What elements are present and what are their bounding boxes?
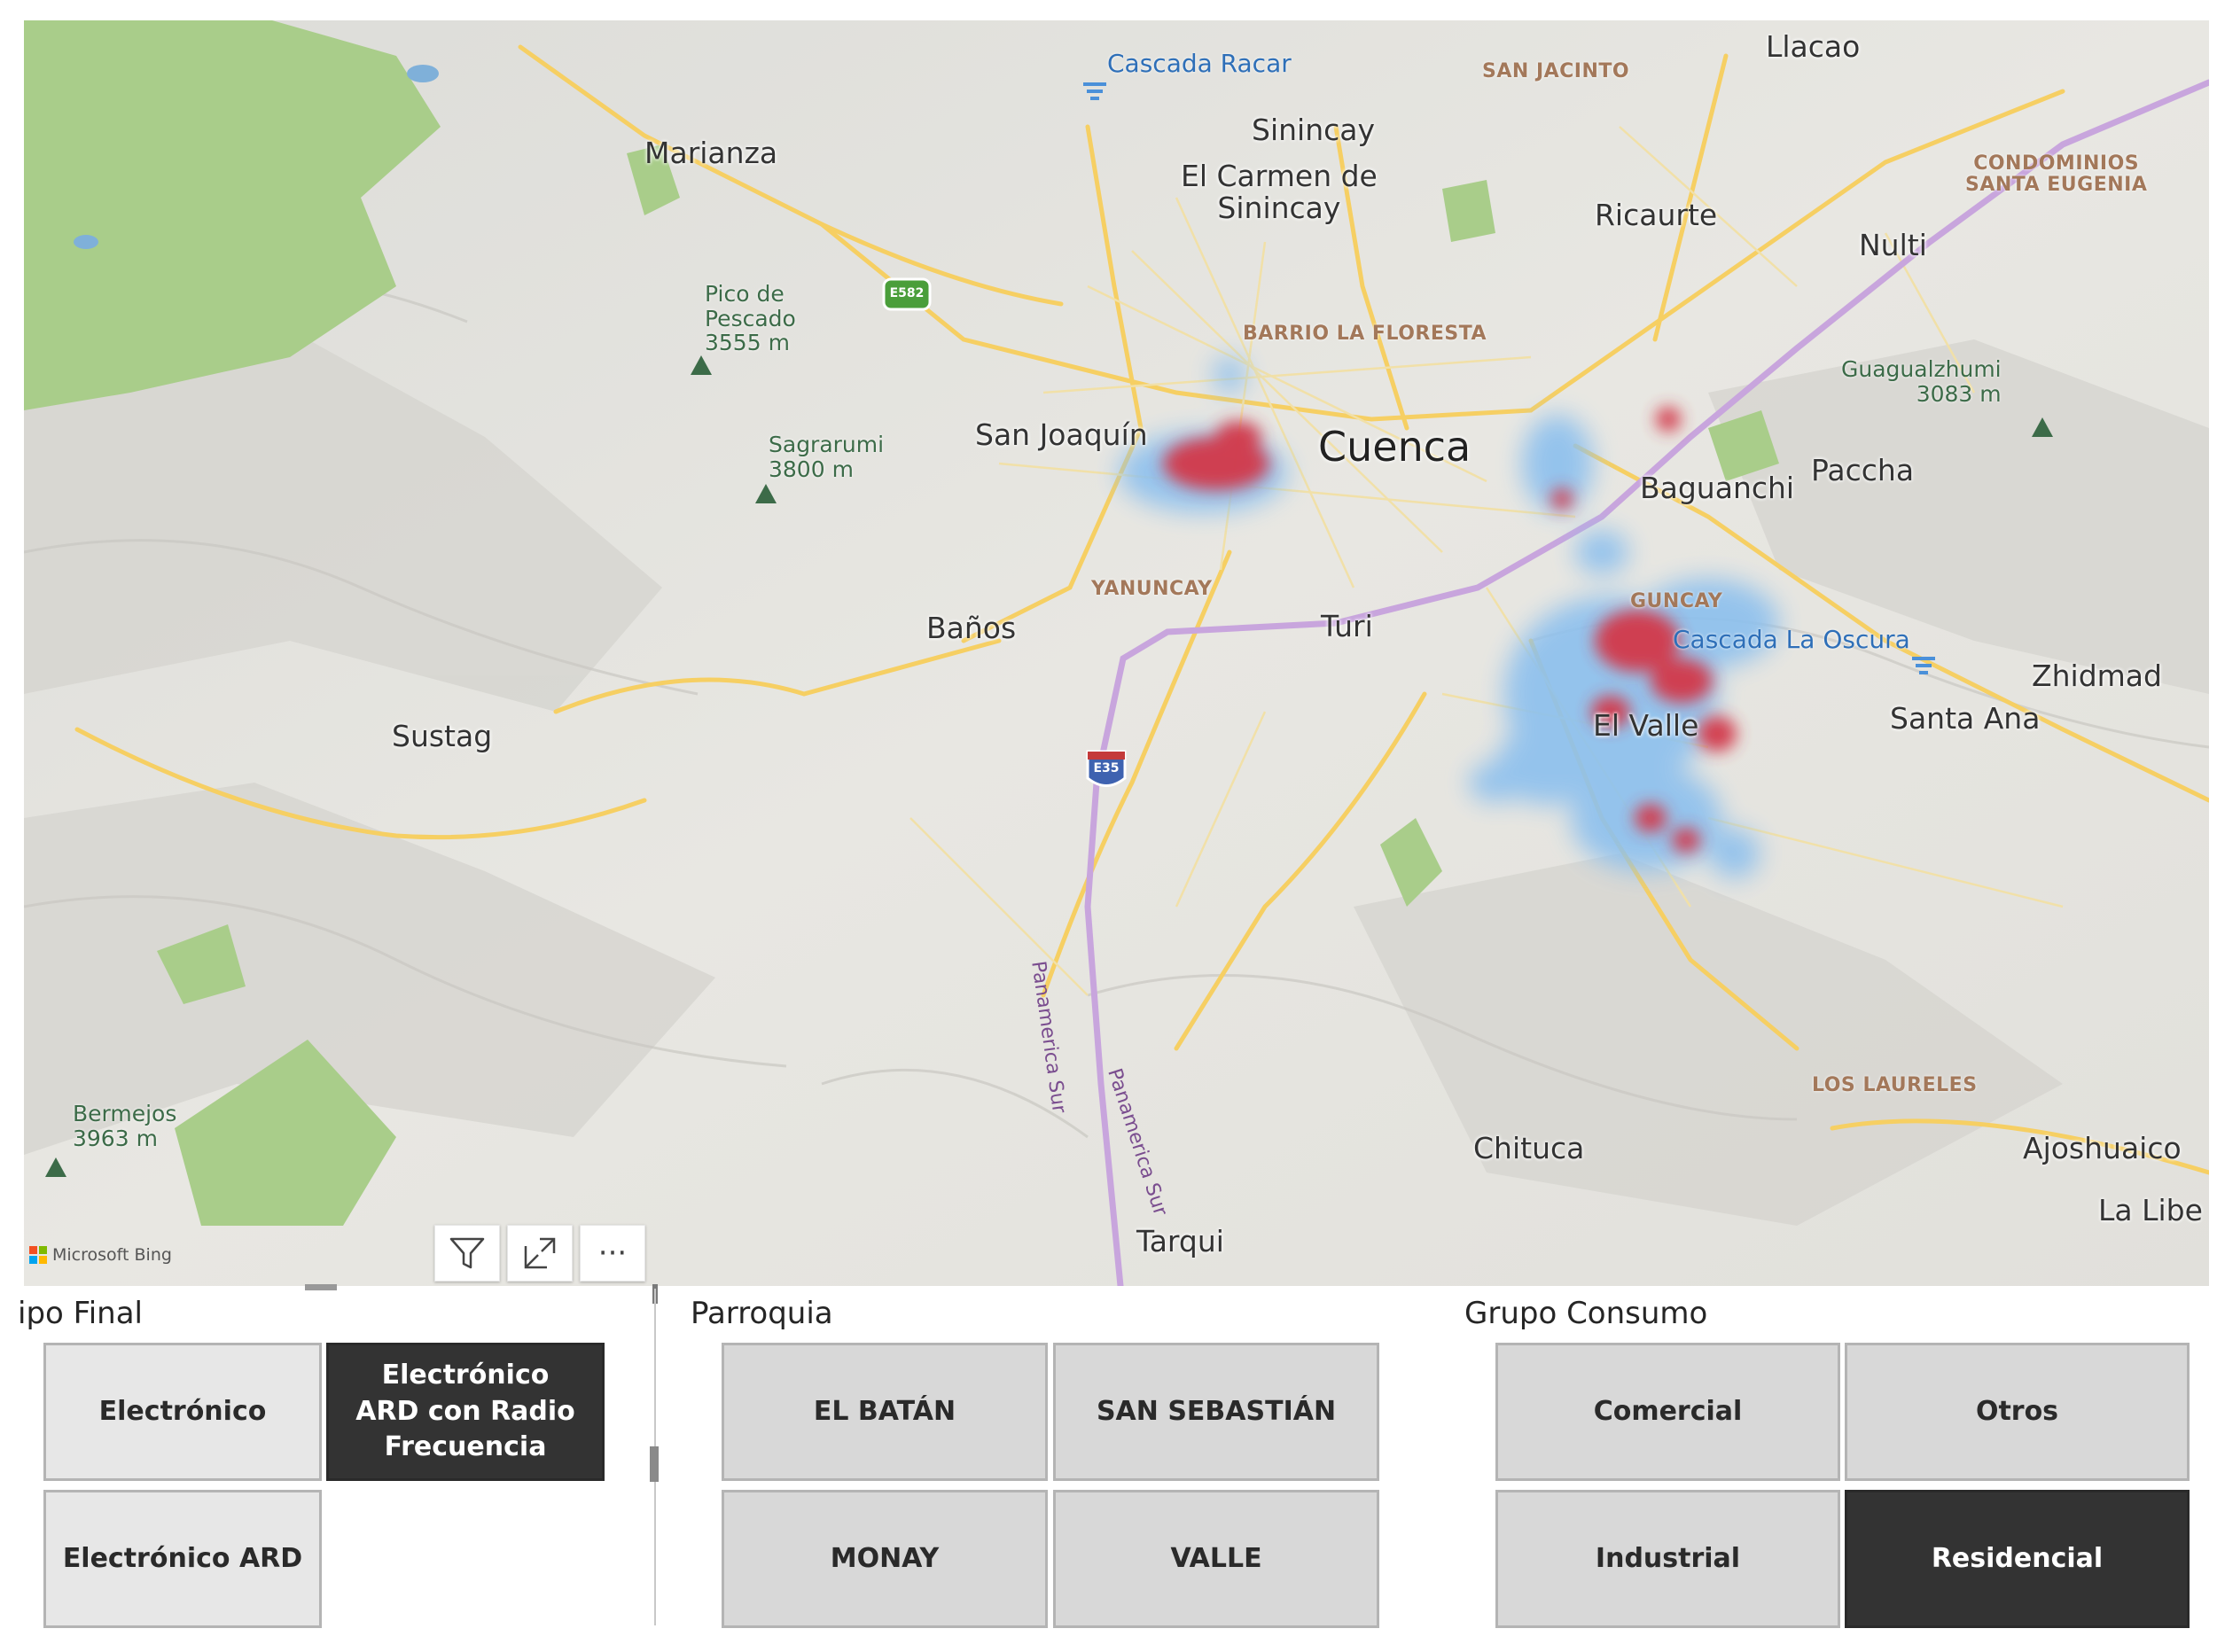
e582-shield-label: E582 bbox=[889, 286, 925, 300]
map-label-guagualzhumi: Guagualzhumi 3083 m bbox=[1841, 356, 2002, 407]
map-label-baguanchi: Baguanchi bbox=[1640, 471, 1795, 505]
parroquia-option-el-batan[interactable]: EL BATÁN bbox=[722, 1343, 1048, 1481]
map-label-barrio-la-floresta: BARRIO LA FLORESTA bbox=[1243, 323, 1487, 345]
map-label-nulti: Nulti bbox=[1859, 228, 1927, 262]
e35-shield-label: E35 bbox=[1093, 761, 1120, 775]
resize-handle-right[interactable] bbox=[650, 1446, 659, 1482]
map-base-layer bbox=[24, 20, 2209, 1286]
map-label-turi: Turi bbox=[1321, 609, 1373, 643]
map-label-sagrarumi: Sagrarumi 3800 m bbox=[769, 432, 885, 482]
map-label-el-carmen-de-sinincay: El Carmen de Sinincay bbox=[1181, 159, 1378, 226]
map-label-san-jacinto: SAN JACINTO bbox=[1482, 60, 1630, 82]
parroquia-option-monay[interactable]: MONAY bbox=[722, 1490, 1048, 1628]
tipo-final-option-electronico-ard-rf[interactable]: Electrónico ARD con Radio Frecuencia bbox=[326, 1343, 605, 1481]
tipo-final-option-electronico-ard[interactable]: Electrónico ARD bbox=[43, 1490, 322, 1628]
resize-handle-top[interactable] bbox=[305, 1284, 337, 1290]
tipo-final-option-electronico[interactable]: Electrónico bbox=[43, 1343, 322, 1481]
map-label-cuenca: Cuenca bbox=[1318, 423, 1471, 471]
slicer-title-tipo-final: ipo Final bbox=[18, 1296, 143, 1331]
grupo-consumo-option-comercial[interactable]: Comercial bbox=[1495, 1343, 1840, 1481]
map-label-zhidmad: Zhidmad bbox=[2032, 658, 2162, 693]
map-label-yanuncay: YANUNCAY bbox=[1091, 578, 1213, 600]
bing-attribution-text: Microsoft Bing bbox=[52, 1245, 172, 1265]
map-label-los-laureles: LOS LAURELES bbox=[1812, 1074, 1978, 1096]
map-label-sustag: Sustag bbox=[392, 719, 493, 753]
map-label-la-libe: La Libe bbox=[2098, 1193, 2203, 1227]
focus-mode-button[interactable] bbox=[507, 1225, 573, 1282]
map-label-santa-ana: Santa Ana bbox=[1890, 701, 2041, 736]
grupo-consumo-option-otros[interactable]: Otros bbox=[1845, 1343, 2190, 1481]
map-label-sinincay: Sinincay bbox=[1252, 113, 1376, 147]
focus-mode-icon bbox=[524, 1237, 556, 1269]
map-label-cascada-racar: Cascada Racar bbox=[1107, 49, 1292, 78]
map-label-marianza: Marianza bbox=[644, 136, 778, 170]
more-options-icon: ··· bbox=[597, 1235, 628, 1271]
map-label-san-joaquin: San Joaquín bbox=[975, 417, 1148, 452]
visual-header: ··· bbox=[434, 1225, 645, 1282]
map-label-pico-de-pescado: Pico de Pescado 3555 m bbox=[705, 281, 796, 355]
parroquia-option-valle[interactable]: VALLE bbox=[1053, 1490, 1379, 1628]
map-label-banos: Baños bbox=[926, 611, 1017, 645]
map-label-condominios-santa-eugenia: CONDOMINIOS SANTA EUGENIA bbox=[1965, 152, 2148, 197]
heatmap-map-visual[interactable]: E582 E35 Cascada Racar SAN JACINTO Llaca… bbox=[24, 20, 2209, 1286]
more-options-button[interactable]: ··· bbox=[580, 1225, 645, 1282]
map-label-tarqui: Tarqui bbox=[1136, 1224, 1224, 1258]
map-label-chituca: Chituca bbox=[1473, 1131, 1585, 1165]
map-label-el-valle: El Valle bbox=[1593, 708, 1699, 743]
map-label-guncay: GUNCAY bbox=[1630, 590, 1723, 612]
grupo-consumo-option-industrial[interactable]: Industrial bbox=[1495, 1490, 1840, 1628]
map-label-ricaurte: Ricaurte bbox=[1595, 198, 1718, 232]
map-label-paccha: Paccha bbox=[1811, 453, 1915, 487]
bing-attribution: Microsoft Bing bbox=[29, 1245, 172, 1265]
map-label-bermejos: Bermejos 3963 m bbox=[73, 1101, 177, 1151]
filter-button[interactable] bbox=[434, 1225, 500, 1282]
map-label-cascada-la-oscura: Cascada La Oscura bbox=[1673, 625, 1910, 654]
peak-markers bbox=[45, 355, 2053, 1177]
map-label-ajoshuaico: Ajoshuaico bbox=[2023, 1131, 2182, 1165]
slicer-title-grupo-consumo: Grupo Consumo bbox=[1464, 1296, 1708, 1331]
grupo-consumo-option-residencial[interactable]: Residencial bbox=[1845, 1490, 2190, 1628]
map-label-llacao: Llacao bbox=[1766, 29, 1861, 64]
microsoft-logo-icon bbox=[29, 1246, 47, 1264]
slicer-title-parroquia: Parroquia bbox=[691, 1296, 833, 1331]
filter-icon bbox=[449, 1237, 485, 1269]
parroquia-option-san-sebastian[interactable]: SAN SEBASTIÁN bbox=[1053, 1343, 1379, 1481]
